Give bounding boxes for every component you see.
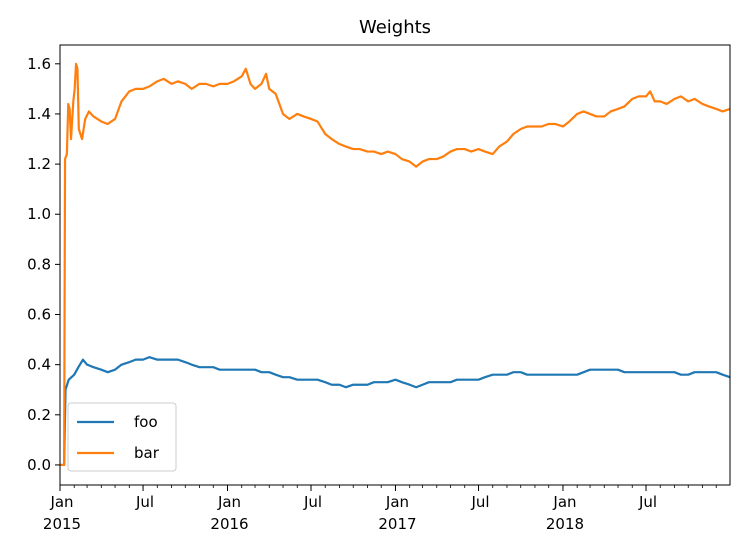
x-tick-label: Jul [135,493,154,511]
y-tick-label: 1.2 [27,155,51,173]
legend-box [67,402,177,472]
x-tick-year-label: 2015 [43,515,81,533]
y-tick-label: 0.8 [27,255,51,273]
y-tick-label: 0.4 [27,356,51,374]
chart-title: Weights [359,17,431,38]
x-tick-label: Jul [470,493,489,511]
y-tick-label: 1.4 [27,105,51,123]
series-line-bar [60,62,730,467]
x-tick-label: Jan [385,493,409,511]
x-tick-label: Jan [49,493,73,511]
legend-label-foo: foo [134,413,158,431]
y-tick-label: 1.0 [27,205,51,223]
x-tick-label: Jan [217,493,241,511]
legend: foo bar [67,402,177,472]
x-tick-year-label: 2018 [546,515,584,533]
x-tick-year-label: 2017 [378,515,416,533]
y-tick-label: 1.6 [27,55,51,73]
y-tick-label: 0.6 [27,306,51,324]
axes-layer: 0.0 0.2 0.4 0.6 0.8 1.0 1.2 1.4 1.6 Jan 2015 Jul Jan… [27,44,731,533]
series-layer [60,62,730,467]
x-tick-year-label: 2016 [210,515,248,533]
y-tick-label: 0.2 [27,406,51,424]
x-tick-label: Jul [303,493,322,511]
series-line-foo [60,356,730,467]
legend-label-bar: bar [134,444,160,462]
y-tick-label: 0.0 [27,456,51,474]
x-tick-label: Jan [552,493,576,511]
x-tick-label: Jul [638,493,657,511]
